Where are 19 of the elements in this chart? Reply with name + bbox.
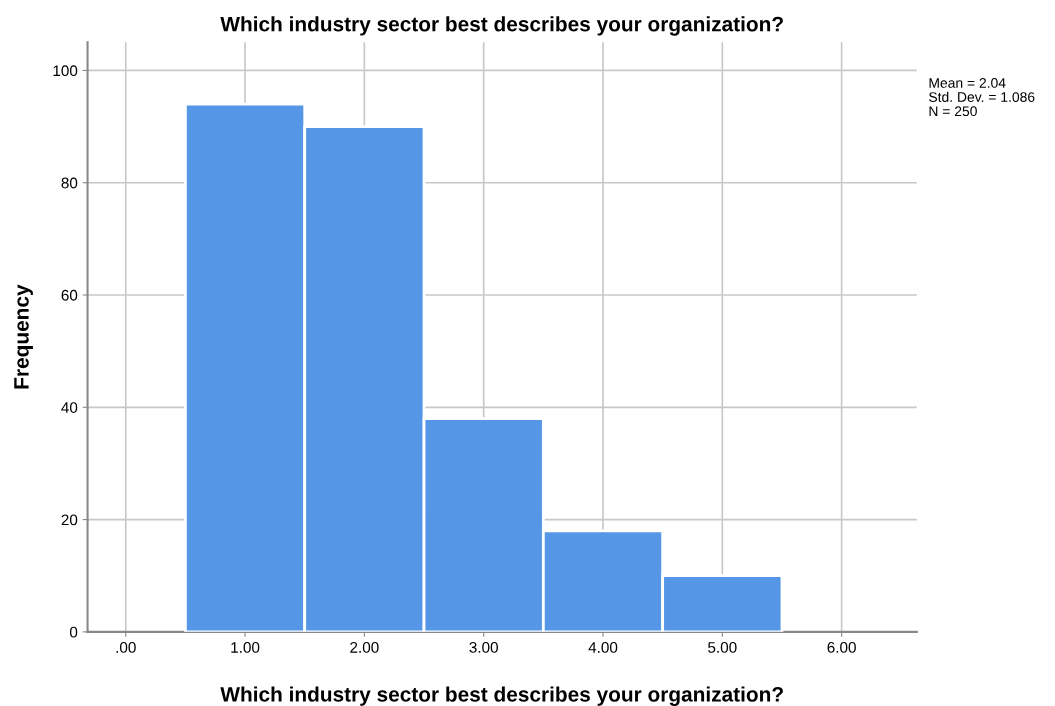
text: Mean = 2.04 xyxy=(929,78,1006,88)
x-tick-label: 4.00 xyxy=(588,642,618,653)
x-tick-label: 1.00 xyxy=(231,642,260,653)
y-tick-label: 60 xyxy=(61,289,78,301)
text: Std. Dev. = 1.086 xyxy=(929,91,1035,102)
y-tick-label: 0 xyxy=(69,626,78,638)
x-tick-label: 5.00 xyxy=(708,642,737,653)
text: N = 250 xyxy=(929,106,977,117)
y-tick-label: 40 xyxy=(61,402,78,413)
x-axis-title: Which industry sector best describes your organization? xyxy=(220,686,783,706)
y-tick-label: 20 xyxy=(61,514,78,526)
y-tick-label: 100 xyxy=(53,65,78,77)
x-tick-label: 3.00 xyxy=(469,642,498,653)
x-tick-label: 2.00 xyxy=(350,642,379,653)
x-tick-label: .00 xyxy=(116,642,136,653)
x-tick-label: 6.00 xyxy=(827,642,856,653)
y-axis-title: Frequency xyxy=(14,284,33,389)
y-tick-label: 80 xyxy=(61,177,78,189)
chart-title: Which industry sector best describes your organization? xyxy=(220,16,783,36)
